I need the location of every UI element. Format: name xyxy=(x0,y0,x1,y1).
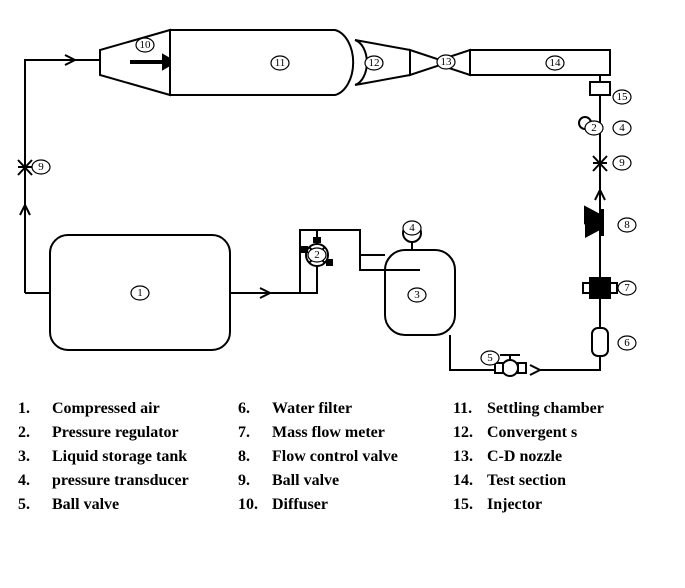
injector xyxy=(590,82,610,95)
svg-text:9: 9 xyxy=(619,157,625,169)
settling-chamber xyxy=(170,30,353,95)
legend-item: 7.Mass flow meter xyxy=(238,424,453,442)
legend-label: Convergent s xyxy=(481,424,577,442)
svg-text:8: 8 xyxy=(624,219,630,231)
legend-label: pressure transducer xyxy=(46,472,189,490)
legend-item: 13.C-D nozzle xyxy=(453,448,668,466)
legend-num: 1. xyxy=(18,400,46,418)
legend-item: 1.Compressed air xyxy=(18,400,238,418)
legend-num: 12. xyxy=(453,424,481,442)
svg-text:15: 15 xyxy=(617,91,629,103)
legend-label: Ball valve xyxy=(266,472,339,490)
legend-label: Flow control valve xyxy=(266,448,398,466)
svg-text:7: 7 xyxy=(624,282,630,294)
legend-label: Diffuser xyxy=(266,496,328,514)
legend-item: 8.Flow control valve xyxy=(238,448,453,466)
legend-label: Test section xyxy=(481,472,566,490)
legend-item: 9.Ball valve xyxy=(238,472,453,490)
svg-text:2: 2 xyxy=(314,249,320,261)
legend-num: 8. xyxy=(238,448,266,466)
legend-label: Liquid storage tank xyxy=(46,448,187,466)
legend-num: 6. xyxy=(238,400,266,418)
svg-text:2: 2 xyxy=(591,122,597,134)
legend-label: Compressed air xyxy=(46,400,160,418)
svg-text:11: 11 xyxy=(275,57,286,69)
legend-num: 5. xyxy=(18,496,46,514)
legend-item: 2.Pressure regulator xyxy=(18,424,238,442)
flow-control-valve xyxy=(585,207,603,238)
svg-text:5: 5 xyxy=(487,352,493,364)
schematic-diagram: 123456789101112131415249 xyxy=(0,0,685,400)
legend-num: 13. xyxy=(453,448,481,466)
legend-label: Injector xyxy=(481,496,542,514)
legend-item: 14.Test section xyxy=(453,472,668,490)
svg-text:13: 13 xyxy=(441,56,453,68)
svg-text:4: 4 xyxy=(409,222,415,234)
legend-num: 7. xyxy=(238,424,266,442)
svg-text:9: 9 xyxy=(38,161,44,173)
legend-item: 12.Convergent s xyxy=(453,424,668,442)
legend-num: 11. xyxy=(453,400,481,418)
legend-num: 15. xyxy=(453,496,481,514)
legend-num: 10. xyxy=(238,496,266,514)
legend-num: 2. xyxy=(18,424,46,442)
legend: 1.Compressed air6.Water filter11.Settlin… xyxy=(18,400,668,514)
legend-label: Water filter xyxy=(266,400,352,418)
ball-valve-5 xyxy=(495,355,526,376)
legend-item: 6.Water filter xyxy=(238,400,453,418)
legend-item: 15.Injector xyxy=(453,496,668,514)
legend-num: 4. xyxy=(18,472,46,490)
svg-text:14: 14 xyxy=(550,57,562,69)
svg-text:3: 3 xyxy=(414,289,420,301)
svg-text:1: 1 xyxy=(137,287,143,299)
legend-num: 14. xyxy=(453,472,481,490)
legend-num: 9. xyxy=(238,472,266,490)
svg-text:6: 6 xyxy=(624,337,630,349)
legend-label: C-D nozzle xyxy=(481,448,562,466)
legend-num: 3. xyxy=(18,448,46,466)
legend-item: 4. pressure transducer xyxy=(18,472,238,490)
legend-item: 10.Diffuser xyxy=(238,496,453,514)
legend-label: Settling chamber xyxy=(481,400,604,418)
svg-text:12: 12 xyxy=(369,57,380,69)
legend-label: Ball valve xyxy=(46,496,119,514)
legend-item: 11.Settling chamber xyxy=(453,400,668,418)
mass-flow-meter xyxy=(583,278,617,298)
svg-text:4: 4 xyxy=(619,122,625,134)
legend-label: Pressure regulator xyxy=(46,424,179,442)
legend-item: 3.Liquid storage tank xyxy=(18,448,238,466)
test-section xyxy=(470,50,610,75)
svg-text:10: 10 xyxy=(140,39,152,51)
legend-item: 5.Ball valve xyxy=(18,496,238,514)
legend-label: Mass flow meter xyxy=(266,424,385,442)
water-filter xyxy=(592,328,608,356)
